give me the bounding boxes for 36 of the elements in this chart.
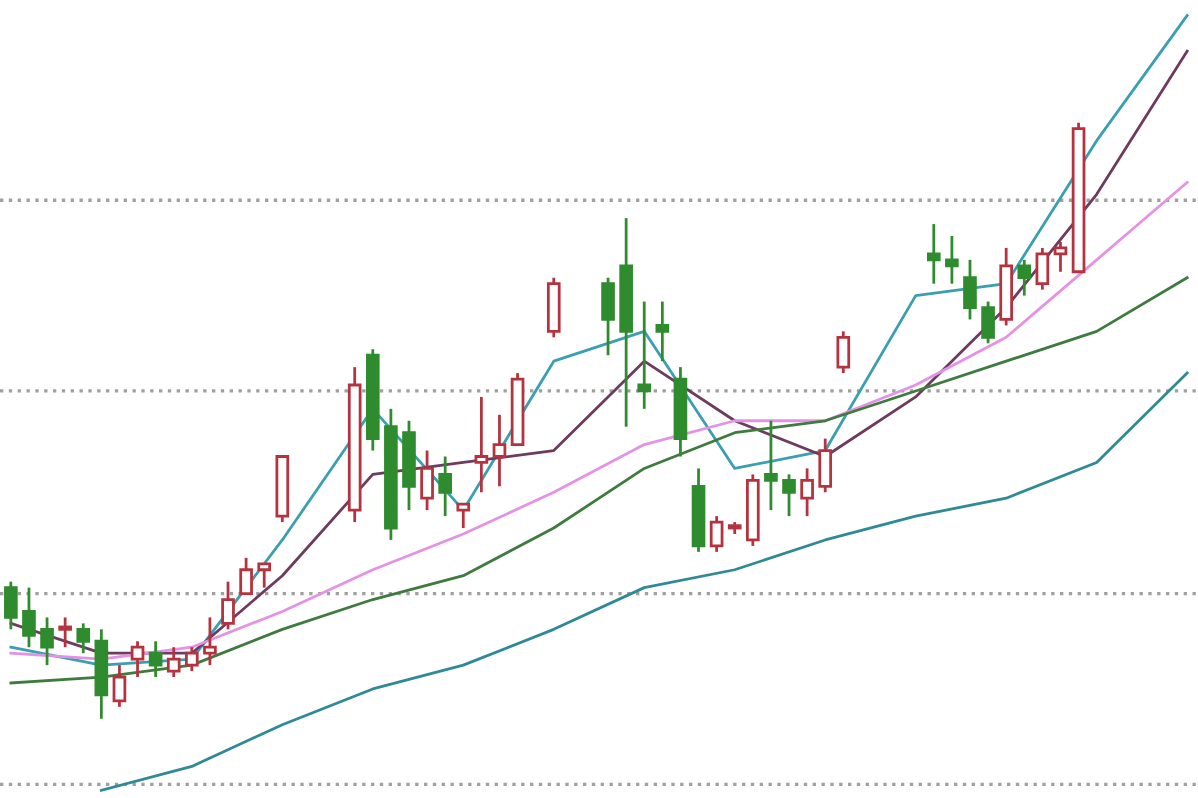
candlestick xyxy=(438,455,452,518)
candlestick xyxy=(474,395,489,494)
candlestick xyxy=(981,300,995,345)
candlestick xyxy=(836,329,851,375)
candlestick xyxy=(456,502,471,530)
candlestick xyxy=(926,222,941,286)
candlestick xyxy=(601,276,615,357)
candlestick xyxy=(420,449,434,512)
candlestick xyxy=(764,419,778,512)
candlestick xyxy=(4,580,18,631)
candlestick xyxy=(221,580,235,631)
candlestick xyxy=(492,413,507,488)
candlestick xyxy=(203,616,217,667)
candlestick xyxy=(782,473,796,518)
candlestick xyxy=(800,467,814,518)
candlestick xyxy=(1035,246,1050,292)
candlestick xyxy=(818,437,833,494)
candlestick xyxy=(58,616,72,649)
candlestick xyxy=(76,621,91,655)
candlestick xyxy=(963,258,977,321)
candlestick xyxy=(1017,258,1032,297)
candlestick xyxy=(40,616,54,667)
candlestick xyxy=(185,645,199,673)
candlestick xyxy=(655,300,670,363)
candlestick xyxy=(257,562,272,590)
candlestick xyxy=(945,234,959,286)
candlestick xyxy=(148,639,163,679)
candlestick xyxy=(166,645,181,679)
candlestick xyxy=(1053,240,1068,274)
candlestick xyxy=(239,556,253,595)
candlestick xyxy=(709,514,724,554)
candlestick xyxy=(130,639,145,679)
candlestick xyxy=(546,276,561,339)
candlestick xyxy=(112,663,127,709)
candlestick xyxy=(637,300,652,411)
candlestick xyxy=(22,586,36,649)
